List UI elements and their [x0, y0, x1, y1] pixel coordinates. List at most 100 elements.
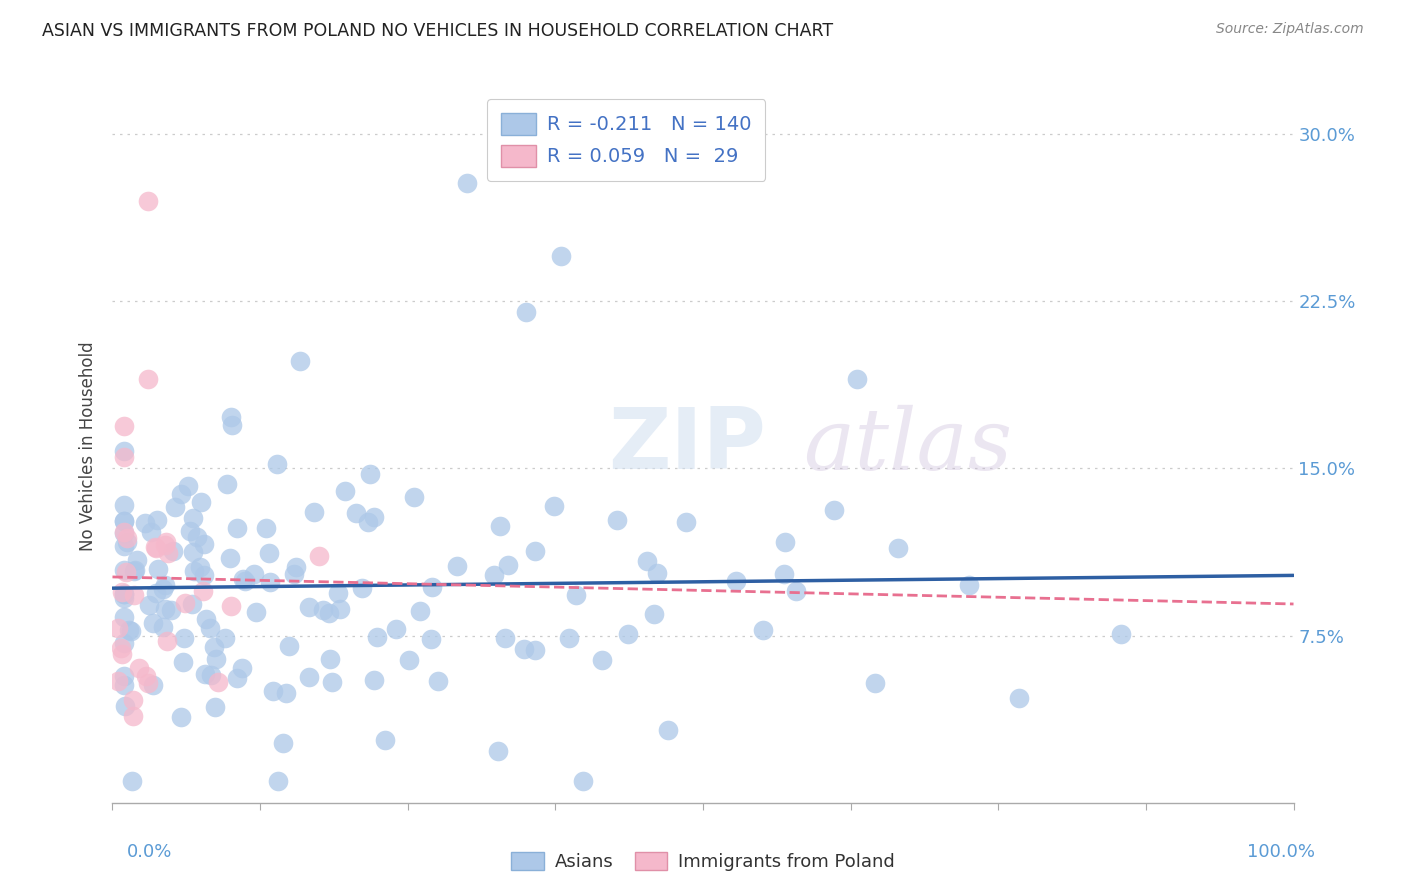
Point — [775, 534, 797, 549]
Point — [112, 450, 135, 464]
Point — [177, 478, 200, 492]
Point — [290, 354, 312, 368]
Point — [174, 596, 197, 610]
Point — [172, 655, 194, 669]
Point — [193, 537, 215, 551]
Point — [181, 545, 204, 559]
Point — [513, 642, 536, 657]
Point — [156, 633, 179, 648]
Point — [887, 541, 910, 555]
Point — [823, 502, 845, 516]
Point — [148, 561, 170, 575]
Point — [114, 514, 136, 528]
Point — [194, 612, 217, 626]
Point — [298, 670, 321, 684]
Point — [329, 602, 352, 616]
Point — [155, 538, 177, 552]
Point — [138, 676, 160, 690]
Point — [112, 498, 135, 512]
Point — [180, 597, 202, 611]
Point — [202, 640, 225, 654]
Point — [1008, 690, 1031, 705]
Point — [127, 553, 149, 567]
Point — [1111, 627, 1133, 641]
Point — [550, 249, 572, 264]
Point — [179, 524, 201, 538]
Point — [724, 574, 747, 589]
Point — [142, 615, 165, 630]
Point — [170, 486, 193, 500]
Text: Source: ZipAtlas.com: Source: ZipAtlas.com — [1216, 22, 1364, 37]
Point — [218, 550, 240, 565]
Point — [145, 585, 167, 599]
Point — [404, 490, 426, 504]
Text: ZIP: ZIP — [609, 404, 766, 488]
Point — [143, 541, 166, 555]
Point — [456, 176, 478, 190]
Point — [262, 684, 284, 698]
Point — [134, 516, 156, 531]
Point — [145, 541, 167, 555]
Point — [352, 581, 374, 595]
Point — [312, 603, 335, 617]
Point — [308, 549, 330, 563]
Point — [266, 457, 288, 471]
Point — [363, 673, 385, 687]
Point — [321, 675, 343, 690]
Point — [219, 409, 242, 424]
Point — [114, 524, 136, 539]
Point — [159, 603, 181, 617]
Point — [489, 519, 512, 533]
Point — [190, 560, 212, 574]
Text: ASIAN VS IMMIGRANTS FROM POLAND NO VEHICLES IN HOUSEHOLD CORRELATION CHART: ASIAN VS IMMIGRANTS FROM POLAND NO VEHIC… — [42, 22, 834, 40]
Point — [169, 710, 191, 724]
Point — [112, 636, 135, 650]
Point — [136, 194, 159, 208]
Point — [114, 566, 136, 580]
Point — [112, 514, 135, 528]
Point — [565, 588, 588, 602]
Point — [112, 526, 135, 541]
Text: 0.0%: 0.0% — [127, 843, 172, 861]
Point — [117, 535, 139, 549]
Point — [363, 510, 385, 524]
Point — [112, 587, 135, 601]
Point — [112, 678, 135, 692]
Point — [165, 500, 187, 514]
Point — [112, 563, 135, 577]
Point — [233, 574, 256, 589]
Point — [231, 661, 253, 675]
Point — [142, 678, 165, 692]
Point — [121, 709, 143, 723]
Point — [420, 580, 443, 594]
Point — [319, 652, 342, 666]
Point — [157, 546, 180, 560]
Point — [128, 661, 150, 675]
Point — [107, 673, 129, 688]
Point — [225, 671, 247, 685]
Point — [591, 653, 613, 667]
Point — [207, 675, 229, 690]
Point — [772, 567, 794, 582]
Point — [606, 512, 628, 526]
Point — [107, 621, 129, 635]
Point — [446, 558, 468, 573]
Point — [214, 631, 236, 645]
Point — [344, 507, 367, 521]
Point — [276, 686, 298, 700]
Point — [111, 585, 134, 599]
Point — [122, 588, 145, 602]
Point — [636, 554, 658, 568]
Point — [198, 621, 221, 635]
Point — [254, 521, 277, 535]
Point — [136, 372, 159, 386]
Point — [181, 511, 204, 525]
Point — [494, 631, 516, 645]
Point — [112, 539, 135, 553]
Point — [304, 505, 326, 519]
Point — [114, 698, 136, 713]
Point — [112, 669, 135, 683]
Point — [173, 632, 195, 646]
Point — [152, 582, 174, 596]
Point — [277, 639, 299, 653]
